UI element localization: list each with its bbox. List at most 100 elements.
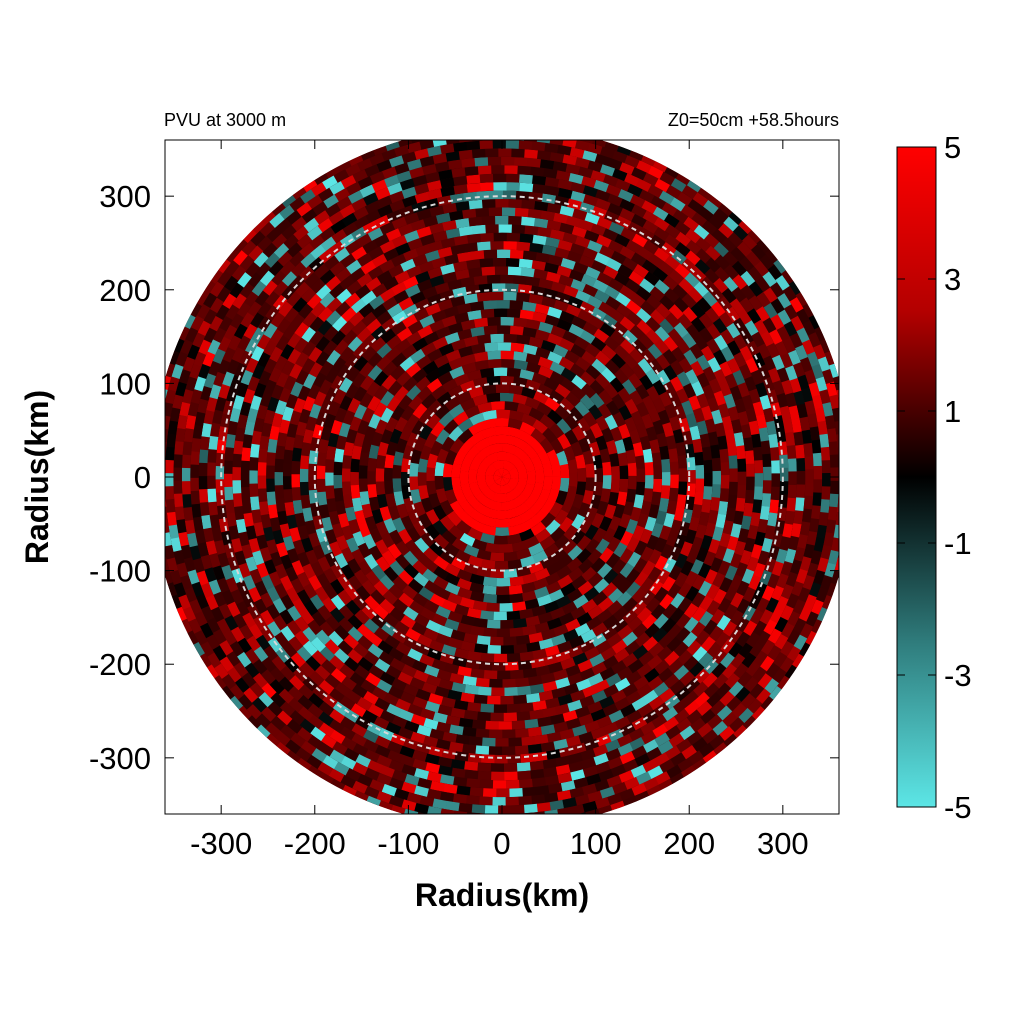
heatmap-cell [661, 458, 671, 473]
heatmap-cell [157, 401, 165, 415]
heatmap-cell [318, 439, 329, 454]
heatmap-cell [762, 271, 777, 287]
heatmap-cell [399, 178, 415, 191]
heatmap-cell [578, 558, 594, 574]
heatmap-cell [647, 407, 661, 423]
heatmap-cell [439, 143, 455, 155]
heatmap-cell [324, 673, 341, 689]
heatmap-cell [557, 807, 572, 814]
heatmap-cell [307, 383, 321, 400]
heatmap-cell [338, 377, 353, 394]
heatmap-cell [723, 603, 738, 620]
heatmap-cell [728, 454, 738, 469]
heatmap-cell [652, 627, 668, 643]
heatmap-cell [673, 296, 689, 313]
heatmap-cell [347, 614, 364, 630]
heatmap-cell [452, 793, 468, 804]
heatmap-cell [344, 163, 361, 177]
heatmap-cell [811, 618, 823, 634]
heatmap-cell [554, 404, 571, 421]
heatmap-cell [737, 527, 750, 543]
heatmap-cell [374, 697, 391, 712]
heatmap-cell [459, 499, 475, 516]
heatmap-cell [302, 311, 318, 328]
heatmap-cell [388, 759, 405, 773]
heatmap-cell [455, 200, 470, 212]
heatmap-cell [274, 400, 287, 416]
heatmap-cell [788, 535, 800, 551]
heatmap-cell [605, 748, 622, 761]
heatmap-cell [418, 485, 430, 500]
heatmap-cell [440, 237, 456, 249]
heatmap-cell [345, 181, 362, 196]
heatmap-cell [729, 298, 745, 314]
heatmap-cell [742, 586, 757, 603]
heatmap-cell [230, 589, 244, 605]
heatmap-cell [598, 244, 615, 259]
heatmap-cell [619, 362, 635, 379]
heatmap-cell [165, 544, 175, 560]
heatmap-cell [637, 702, 654, 718]
colorbar-tick-label: 5 [944, 130, 961, 165]
heatmap-cell [721, 287, 737, 304]
heatmap-cell [617, 263, 634, 278]
heatmap-cell [579, 140, 594, 144]
heatmap-cell [608, 709, 625, 724]
heatmap-cell [484, 342, 499, 352]
heatmap-cell [330, 219, 347, 234]
heatmap-cell [537, 488, 551, 505]
heatmap-cell [767, 512, 778, 527]
heatmap-cell [670, 592, 685, 609]
heatmap-cell [444, 332, 460, 345]
heatmap-cell [828, 363, 839, 378]
heatmap-cell [255, 262, 271, 278]
heatmap-cell [643, 487, 654, 503]
heatmap-cell [482, 576, 498, 587]
heatmap-cell [373, 626, 390, 642]
heatmap-cell [468, 518, 485, 533]
heatmap-cell [529, 709, 544, 720]
heatmap-cell [398, 528, 413, 545]
heatmap-cell [780, 604, 794, 621]
heatmap-cell [617, 452, 628, 467]
heatmap-cell [667, 582, 682, 599]
heatmap-cell [588, 404, 603, 420]
heatmap-cell [258, 448, 268, 463]
heatmap-cell [626, 183, 643, 197]
heatmap-cell [444, 618, 460, 631]
heatmap-cell [718, 380, 732, 397]
heatmap-cell [613, 648, 630, 663]
heatmap-cell [492, 797, 506, 806]
heatmap-cell [594, 779, 610, 792]
heatmap-cell [365, 570, 381, 587]
heatmap-cell [611, 168, 628, 182]
heatmap-cell [500, 156, 515, 166]
heatmap-cell [682, 631, 698, 648]
heatmap-cell [513, 157, 528, 167]
heatmap-cell [664, 167, 679, 179]
heatmap-cell [183, 557, 196, 573]
heatmap-cell [570, 385, 587, 401]
heatmap-cell [624, 416, 638, 433]
heatmap-cell [745, 463, 755, 477]
heatmap-cell [769, 607, 784, 624]
heatmap-cell [609, 452, 620, 467]
heatmap-cell [352, 595, 368, 611]
heatmap-cell [493, 535, 509, 545]
heatmap-cell [191, 437, 202, 453]
heatmap-cell [409, 348, 426, 364]
heatmap-cell [652, 723, 669, 738]
heatmap-cell [742, 715, 757, 729]
heatmap-cell [836, 389, 839, 402]
heatmap-cell [260, 669, 277, 685]
heatmap-cell [746, 340, 760, 356]
heatmap-cell [303, 600, 319, 617]
heatmap-cell [458, 140, 473, 143]
heatmap-cell [296, 233, 313, 249]
heatmap-cell [613, 503, 626, 519]
heatmap-cell [383, 692, 400, 707]
heatmap-cell [516, 711, 531, 721]
heatmap-cell [726, 340, 741, 356]
heatmap-cell [494, 266, 509, 275]
heatmap-cell [557, 772, 573, 784]
